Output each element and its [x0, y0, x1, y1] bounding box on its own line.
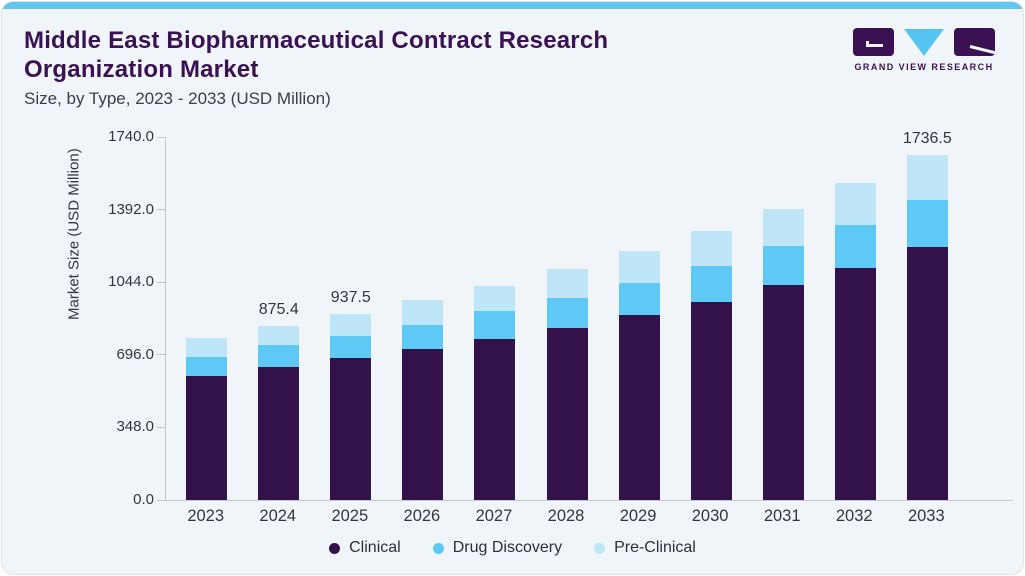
bar-2027	[474, 286, 516, 500]
bar-segment-drug-discovery	[906, 199, 948, 247]
legend-label: Clinical	[349, 539, 401, 556]
bar-segment-clinical	[618, 315, 660, 500]
bar-segment-drug-discovery	[402, 324, 444, 349]
bar-2029	[618, 251, 660, 500]
legend-swatch-icon	[329, 542, 341, 554]
x-tick-label-2031: 2031	[763, 507, 801, 525]
x-tick-label-2023: 2023	[187, 507, 225, 525]
bar-segment-drug-discovery	[834, 224, 876, 269]
logo-glyphs	[853, 28, 995, 57]
bar-segment-drug-discovery	[186, 356, 228, 377]
bar-segment-pre-clinical	[186, 337, 228, 357]
y-tick-label: 1740.0	[108, 128, 154, 145]
y-tick-mark	[157, 209, 166, 211]
x-tick-label-2032: 2032	[835, 507, 873, 525]
bar-segment-clinical	[402, 348, 444, 500]
bar-segment-pre-clinical	[546, 269, 588, 298]
y-tick-mark	[157, 426, 166, 428]
legend-label: Pre-Clinical	[614, 539, 696, 556]
bar-segment-pre-clinical	[258, 325, 300, 345]
x-tick-label-2033: 2033	[907, 507, 945, 525]
bar-segment-pre-clinical	[690, 231, 732, 267]
bar-segment-clinical	[690, 301, 732, 500]
bar-2026	[402, 299, 444, 500]
bar-2024	[258, 325, 300, 500]
legend: Clinical Drug Discovery Pre-Clinical	[2, 539, 1023, 557]
bar-2030	[690, 231, 732, 500]
y-tick-mark	[157, 281, 166, 283]
legend-swatch-icon	[594, 542, 606, 554]
brand-name: GRAND VIEW RESEARCH	[854, 62, 994, 72]
bar-segment-clinical	[762, 285, 804, 500]
x-axis-labels: 2023 2024 2025 2026 2027 2028 2029 2030 2031 2032…	[165, 507, 1013, 527]
y-tick-label: 1392.0	[108, 200, 154, 218]
y-tick-mark	[157, 354, 166, 356]
bar-2032	[834, 183, 876, 500]
x-tick-label-2024: 2024	[259, 507, 297, 525]
bar-segment-drug-discovery	[690, 266, 732, 302]
bar-value-label-2024: 875.4	[258, 300, 299, 318]
bar-segment-drug-discovery	[258, 344, 300, 367]
bar-segment-clinical	[474, 339, 516, 500]
x-tick-label-2025: 2025	[331, 507, 369, 525]
legend-item-pre-clinical: Pre-Clinical	[594, 539, 696, 557]
bar-segment-drug-discovery	[762, 246, 804, 286]
bar-segment-pre-clinical	[762, 209, 804, 247]
bar-segment-drug-discovery	[546, 297, 588, 328]
legend-item-clinical: Clinical	[329, 539, 401, 557]
bar-segment-clinical	[546, 327, 588, 500]
bar-segment-pre-clinical	[474, 286, 516, 311]
bar-2023	[186, 337, 228, 500]
x-tick-label-2028: 2028	[547, 507, 585, 525]
bar-segment-clinical	[258, 366, 300, 500]
legend-swatch-icon	[432, 542, 444, 554]
bar-segment-clinical	[906, 246, 948, 500]
bar-segment-pre-clinical	[834, 183, 876, 225]
page-title: Middle East Biopharmaceutical Contract R…	[24, 27, 609, 84]
plot-area: 0.0 348.0 696.0 1044.0 1392.0 1740.0 875.4 937.…	[108, 128, 1013, 508]
y-tick-label: 0.0	[133, 491, 154, 508]
y-tick-mark	[157, 499, 166, 501]
bar-segment-pre-clinical	[906, 154, 948, 200]
bar-segment-drug-discovery	[474, 310, 516, 340]
y-tick-label: 1044.0	[108, 273, 154, 291]
bar-segment-clinical	[186, 376, 228, 500]
x-tick-label-2029: 2029	[619, 507, 657, 525]
y-tick-label: 696.0	[116, 345, 154, 363]
x-tick-label-2026: 2026	[403, 507, 441, 525]
bar-segment-pre-clinical	[330, 313, 372, 336]
bar-value-label-2033: 1736.5	[902, 129, 952, 147]
logo-g-icon	[853, 28, 894, 56]
logo-r-icon	[954, 28, 995, 56]
bar-segment-drug-discovery	[618, 282, 660, 316]
bar-2028	[546, 269, 588, 500]
legend-item-drug-discovery: Drug Discovery	[432, 539, 563, 557]
brand-logo: GRAND VIEW RESEARCH	[853, 28, 995, 72]
bar-value-label-2025: 937.5	[330, 288, 371, 306]
bar-segment-pre-clinical	[618, 251, 660, 283]
bar-segment-clinical	[834, 268, 876, 500]
page-subtitle: Size, by Type, 2023 - 2033 (USD Million)	[24, 89, 331, 108]
x-tick-label-2027: 2027	[475, 507, 513, 525]
bar-2033	[906, 154, 948, 500]
top-accent-bar	[2, 2, 1023, 9]
y-tick-mark	[157, 136, 166, 138]
bar-2025	[330, 313, 372, 500]
bar-2031	[762, 209, 804, 500]
legend-label: Drug Discovery	[452, 539, 563, 556]
x-tick-label-2030: 2030	[691, 507, 729, 525]
bar-segment-pre-clinical	[402, 299, 444, 325]
bar-segment-drug-discovery	[330, 335, 372, 359]
bar-segment-clinical	[330, 358, 372, 500]
y-tick-label: 348.0	[116, 418, 154, 436]
logo-v-icon	[904, 29, 944, 56]
